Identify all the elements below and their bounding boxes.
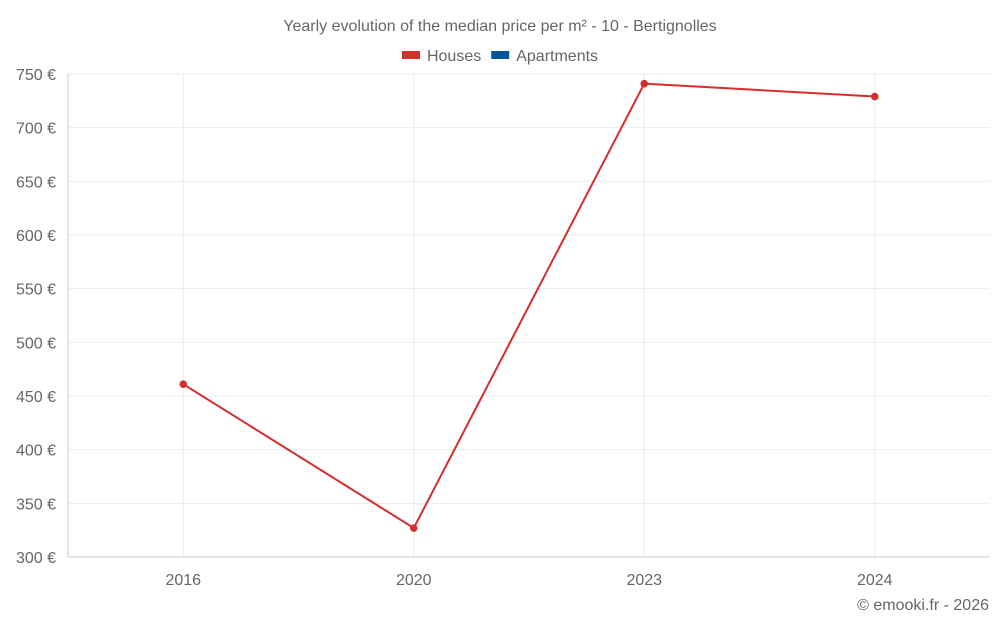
legend-label: Houses bbox=[427, 48, 481, 65]
series-line-houses bbox=[182, 82, 875, 530]
legend: Houses Apartments bbox=[401, 48, 598, 65]
y-tick-label: 400 € bbox=[16, 443, 56, 460]
data-point-houses[interactable] bbox=[179, 380, 188, 388]
y-tick-label: 750 € bbox=[16, 67, 56, 84]
y-tick-label: 700 € bbox=[16, 121, 56, 138]
legend-swatch bbox=[401, 51, 420, 59]
x-tick-label: 2016 bbox=[165, 572, 201, 589]
x-tick-label: 2020 bbox=[396, 572, 432, 589]
credit-text: © emooki.fr - 2026 bbox=[857, 597, 989, 614]
y-tick-label: 600 € bbox=[16, 228, 56, 245]
legend-swatch bbox=[491, 51, 510, 59]
data-point-houses[interactable] bbox=[870, 92, 879, 101]
x-axis: 2016 2020 2023 2024 bbox=[68, 556, 990, 589]
y-tick-label: 350 € bbox=[16, 496, 56, 513]
legend-label: Apartments bbox=[516, 48, 598, 65]
y-axis: 300 € 350 € 400 € 450 € 500 € 550 € 600 € 650 €… bbox=[16, 67, 69, 567]
grid bbox=[68, 73, 990, 558]
y-tick-label: 550 € bbox=[16, 282, 56, 299]
data-point-houses[interactable] bbox=[409, 524, 418, 532]
x-tick-label: 2023 bbox=[626, 572, 662, 589]
legend-item-houses[interactable]: Houses bbox=[401, 48, 481, 65]
legend-item-apartments[interactable]: Apartments bbox=[491, 48, 598, 65]
y-tick-label: 500 € bbox=[16, 335, 56, 352]
y-tick-label: 650 € bbox=[16, 174, 56, 191]
chart-title: Yearly evolution of the median price per… bbox=[283, 18, 716, 35]
y-tick-label: 300 € bbox=[16, 550, 56, 567]
x-tick-label: 2024 bbox=[857, 572, 893, 589]
y-tick-label: 450 € bbox=[16, 389, 56, 406]
data-point-houses[interactable] bbox=[640, 79, 649, 88]
series-layer bbox=[179, 79, 879, 532]
